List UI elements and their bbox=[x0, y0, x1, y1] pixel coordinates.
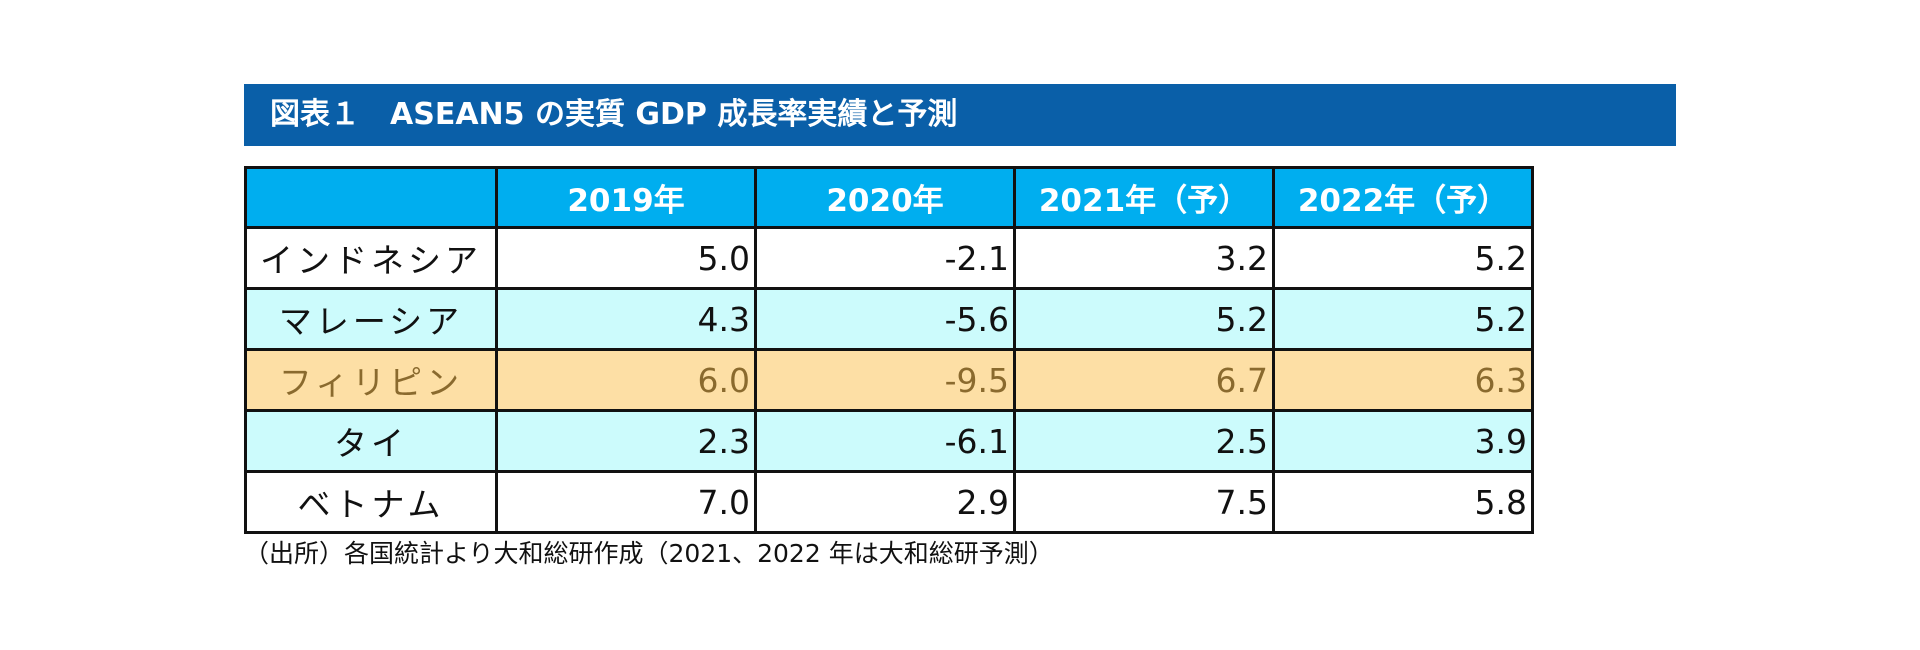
value-cell: 5.2 bbox=[1013, 287, 1275, 351]
value-cell: 5.2 bbox=[1272, 287, 1534, 351]
table-row-malaysia: マレーシア 4.3 -5.6 5.2 5.2 bbox=[244, 287, 1534, 351]
value-cell: 2.3 bbox=[495, 409, 757, 473]
source-note: （出所）各国統計より大和総研作成（2021、2022 年は大和総研予測） bbox=[244, 539, 1054, 568]
header-2020: 2020年 bbox=[754, 166, 1016, 229]
country-label: インドネシア bbox=[244, 226, 498, 290]
value-cell: 6.7 bbox=[1013, 348, 1275, 412]
value-cell: 7.0 bbox=[495, 470, 757, 534]
value-cell: 2.9 bbox=[754, 470, 1016, 534]
figure-title: 図表１ ASEAN5 の実質 GDP 成長率実績と予測 bbox=[244, 84, 1676, 146]
country-label: マレーシア bbox=[244, 287, 498, 351]
value-cell: -9.5 bbox=[754, 348, 1016, 412]
header-2019: 2019年 bbox=[495, 166, 757, 229]
value-cell: -6.1 bbox=[754, 409, 1016, 473]
country-label: フィリピン bbox=[244, 348, 498, 412]
table-header-row: 2019年 2020年 2021年（予） 2022年（予） bbox=[244, 166, 1534, 229]
value-cell: 6.0 bbox=[495, 348, 757, 412]
value-cell: 5.8 bbox=[1272, 470, 1534, 534]
header-corner-cell bbox=[244, 166, 498, 229]
value-cell: -2.1 bbox=[754, 226, 1016, 290]
value-cell: 7.5 bbox=[1013, 470, 1275, 534]
value-cell: 3.2 bbox=[1013, 226, 1275, 290]
gdp-table: 2019年 2020年 2021年（予） 2022年（予） インドネシア 5.0… bbox=[244, 166, 1534, 534]
value-cell: 3.9 bbox=[1272, 409, 1534, 473]
value-cell: 6.3 bbox=[1272, 348, 1534, 412]
value-cell: 4.3 bbox=[495, 287, 757, 351]
country-label: タイ bbox=[244, 409, 498, 473]
table-row-indonesia: インドネシア 5.0 -2.1 3.2 5.2 bbox=[244, 226, 1534, 290]
value-cell: -5.6 bbox=[754, 287, 1016, 351]
value-cell: 5.2 bbox=[1272, 226, 1534, 290]
table-row-philippines: フィリピン 6.0 -9.5 6.7 6.3 bbox=[244, 348, 1534, 412]
header-2022: 2022年（予） bbox=[1272, 166, 1534, 229]
header-2021: 2021年（予） bbox=[1013, 166, 1275, 229]
table-row-thailand: タイ 2.3 -6.1 2.5 3.9 bbox=[244, 409, 1534, 473]
country-label: ベトナム bbox=[244, 470, 498, 534]
value-cell: 2.5 bbox=[1013, 409, 1275, 473]
table-row-vietnam: ベトナム 7.0 2.9 7.5 5.8 bbox=[244, 470, 1534, 534]
value-cell: 5.0 bbox=[495, 226, 757, 290]
